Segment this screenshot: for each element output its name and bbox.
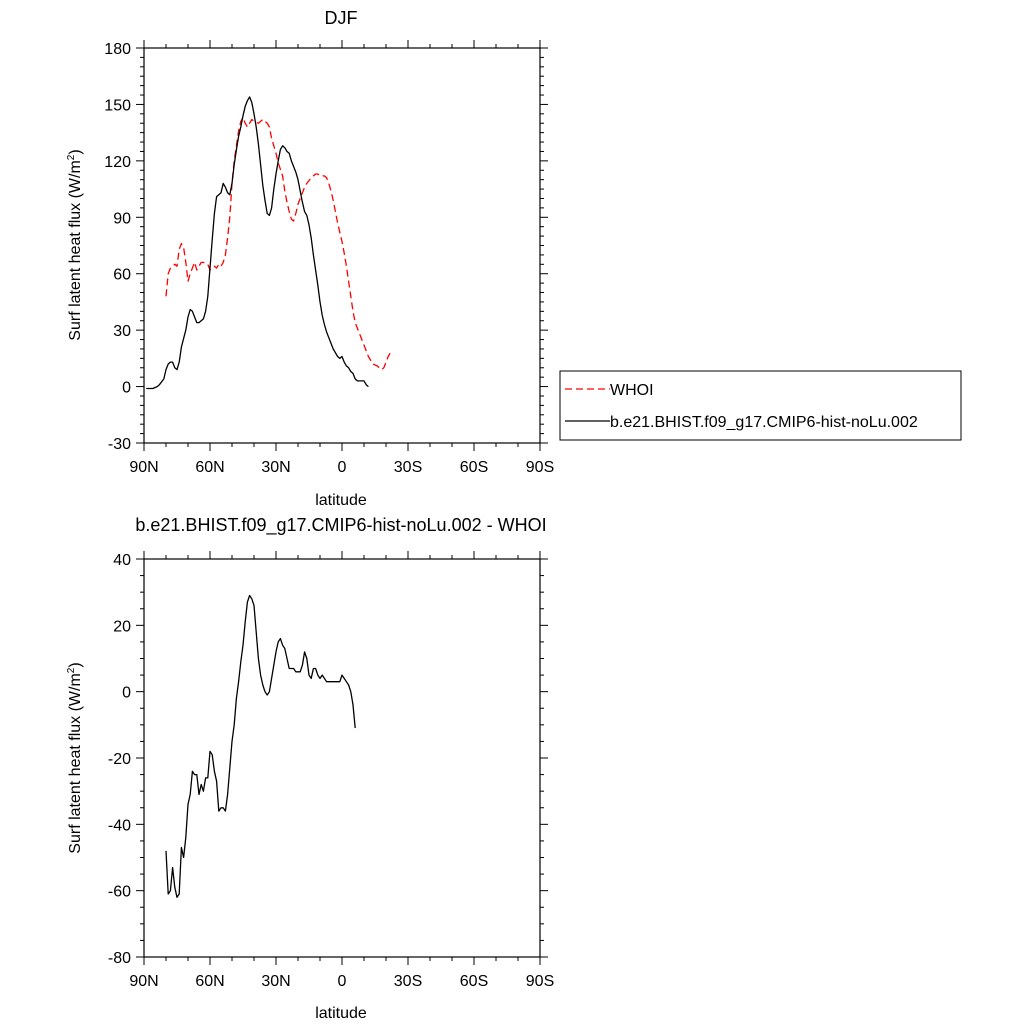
x-tick-label: 60S bbox=[460, 973, 488, 990]
chart-bottom: b.e21.BHIST.f09_g17.CMIP6-hist-noLu.002 … bbox=[66, 515, 554, 1022]
minor-ticks bbox=[140, 555, 544, 961]
legend-box bbox=[559, 370, 962, 441]
y-axis-ticks: -30 0 30 60 90 120 150 180 bbox=[104, 41, 548, 453]
x-tick-label: 90S bbox=[526, 459, 554, 476]
series-line-model bbox=[165, 594, 356, 898]
plot-frame bbox=[143, 558, 541, 958]
x-axis-label: latitude bbox=[315, 1005, 367, 1022]
x-tick-label: 30S bbox=[394, 973, 422, 990]
y-tick-label: 20 bbox=[113, 618, 131, 635]
y-tick-label: 60 bbox=[113, 267, 131, 284]
y-axis-label-superscript: 2 bbox=[66, 667, 77, 673]
x-tick-label: 30S bbox=[394, 459, 422, 476]
chart-title: DJF bbox=[325, 8, 358, 28]
series-line-model bbox=[146, 96, 369, 390]
minor-ticks bbox=[140, 44, 544, 447]
x-tick-label: 90N bbox=[129, 973, 158, 990]
y-tick-label: 90 bbox=[113, 210, 131, 227]
y-axis-label-close: ) bbox=[67, 149, 84, 154]
legend-label-whoi: WHOI bbox=[610, 382, 654, 399]
y-tick-label: -30 bbox=[108, 436, 131, 453]
x-tick-label: 60S bbox=[460, 459, 488, 476]
legend: WHOI b.e21.BHIST.f09_g17.CMIP6-hist-noLu… bbox=[559, 370, 962, 441]
x-axis-label: latitude bbox=[315, 492, 367, 509]
y-axis-label-main: Surf latent heat flux (W/m bbox=[67, 673, 84, 854]
legend-label-model: b.e21.BHIST.f09_g17.CMIP6-hist-noLu.002 bbox=[610, 414, 918, 431]
x-tick-label: 90N bbox=[129, 459, 158, 476]
x-tick-label: 30N bbox=[261, 459, 290, 476]
x-tick-label: 60N bbox=[195, 973, 224, 990]
y-tick-label: 150 bbox=[104, 97, 131, 114]
chart-title: b.e21.BHIST.f09_g17.CMIP6-hist-noLu.002 … bbox=[135, 515, 546, 536]
y-tick-label: 0 bbox=[122, 685, 131, 702]
x-tick-label: 60N bbox=[195, 459, 224, 476]
y-tick-label: -40 bbox=[108, 817, 131, 834]
y-tick-label: -20 bbox=[108, 751, 131, 768]
plot-frame bbox=[143, 47, 541, 444]
x-axis-ticks: 90N 60N 30N 0 30S 60S 90S bbox=[129, 551, 554, 990]
y-axis-ticks: -80 -60 -40 -20 0 20 40 bbox=[108, 552, 548, 967]
y-tick-label: -60 bbox=[108, 884, 131, 901]
y-tick-label: 120 bbox=[104, 154, 131, 171]
y-axis-label: Surf latent heat flux (W/m2) bbox=[66, 662, 84, 853]
chart-top: DJF -30 0 30 60 90 120 150 180 90N 60N 30N 0 30S 60S… bbox=[66, 8, 962, 509]
series-lines bbox=[146, 96, 391, 390]
y-axis-label-close: ) bbox=[67, 662, 84, 667]
y-axis-label-superscript: 2 bbox=[66, 154, 77, 160]
y-axis-label-main: Surf latent heat flux (W/m bbox=[67, 160, 84, 341]
series-lines bbox=[165, 594, 356, 898]
y-tick-label: 0 bbox=[122, 380, 131, 397]
y-tick-label: -80 bbox=[108, 950, 131, 967]
x-axis-ticks: 90N 60N 30N 0 30S 60S 90S bbox=[129, 40, 554, 476]
x-tick-label: 0 bbox=[338, 459, 347, 476]
x-tick-label: 90S bbox=[526, 973, 554, 990]
y-tick-label: 40 bbox=[113, 552, 131, 569]
series-line-whoi bbox=[165, 116, 391, 371]
y-tick-label: 30 bbox=[113, 323, 131, 340]
x-tick-label: 30N bbox=[261, 973, 290, 990]
y-axis-label: Surf latent heat flux (W/m2) bbox=[66, 149, 84, 340]
y-tick-label: 180 bbox=[104, 41, 131, 58]
x-tick-label: 0 bbox=[338, 973, 347, 990]
